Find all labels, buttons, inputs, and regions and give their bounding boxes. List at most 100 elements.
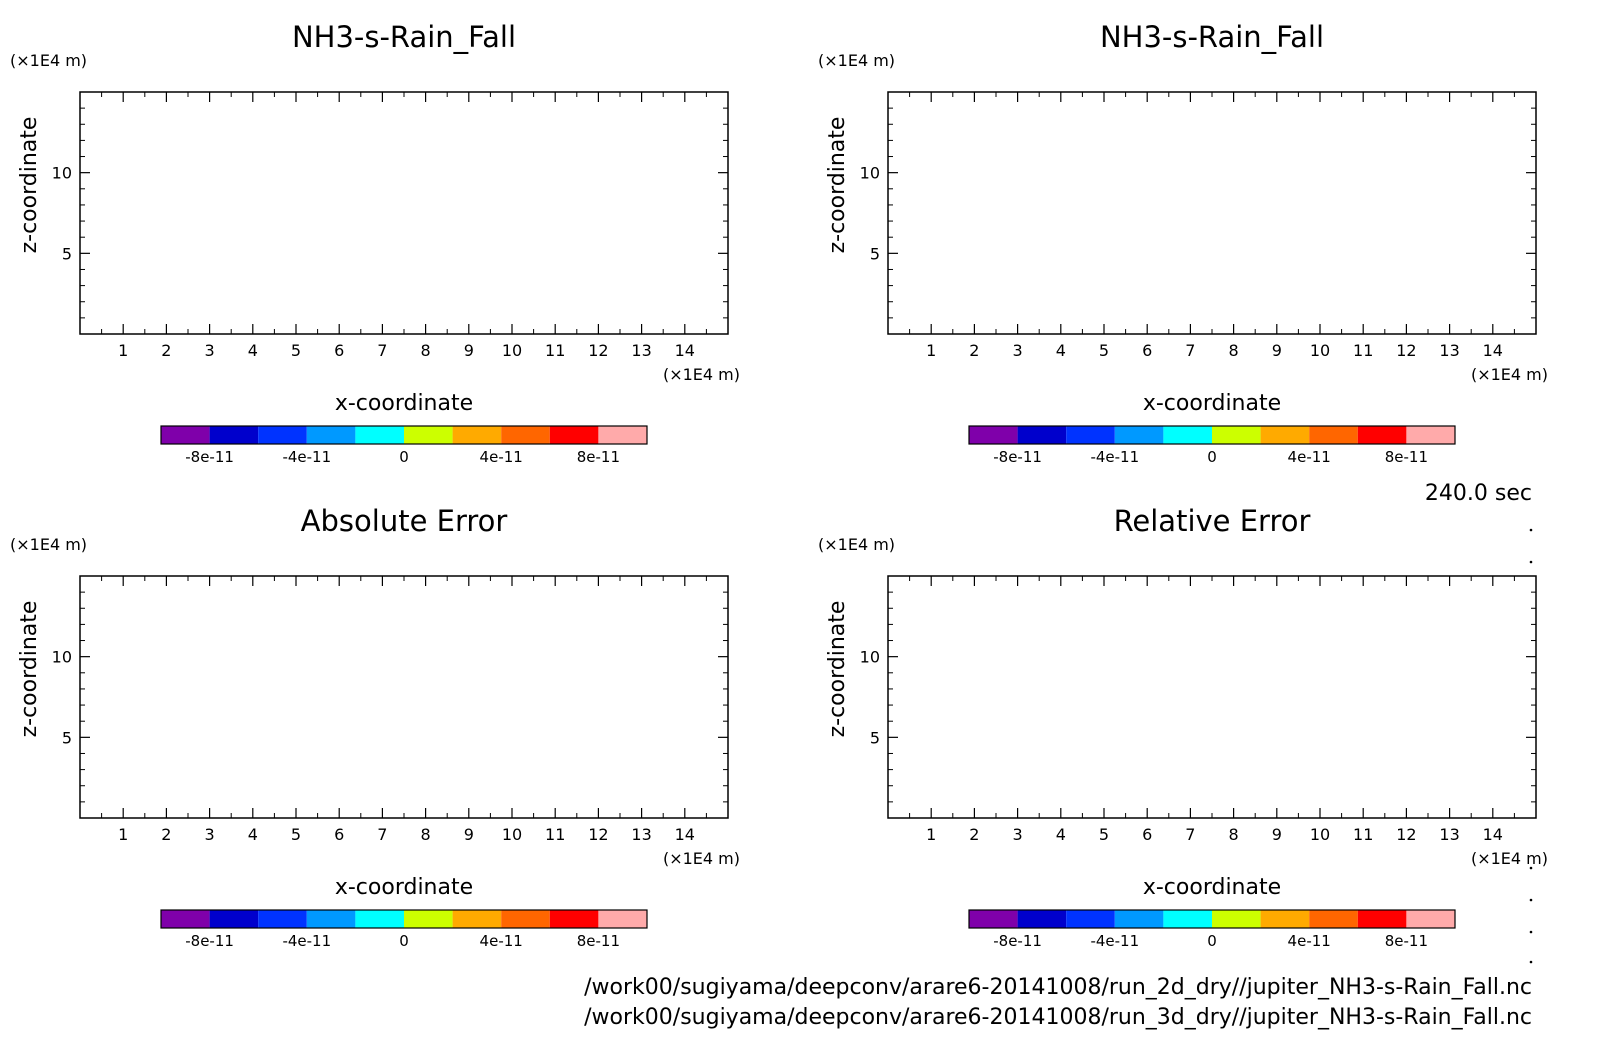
x-tick-label: 1 [118,825,128,844]
colorbar: -8e-11 -4e-11 0 4e-11 8e-11 [968,909,1456,950]
colorbar: -8e-11 -4e-11 0 4e-11 8e-11 [160,425,648,466]
x-unit-label: (×1E4 m) [1471,365,1548,384]
x-unit-label: (×1E4 m) [663,365,740,384]
x-tick-label: 2 [969,341,979,360]
x-tick-label: 10 [1310,825,1330,844]
x-tick-label: 2 [161,341,171,360]
x-tick-label: 14 [1483,341,1503,360]
colorbar-segment [1406,426,1455,444]
colorbar-tick-label: 0 [399,932,409,950]
panel-2: NH3-s-Rain_Fall(×1E4 m)1 2 3 4 5 6 7 8 9 10 11 12 13… [818,20,1548,466]
x-tick-label: 5 [1099,825,1109,844]
colorbar-segment [549,910,599,928]
y-axis-label: z-coordinate [17,601,42,738]
x-tick-label: 9 [1272,825,1282,844]
colorbar-tick-label: 8e-11 [577,932,620,950]
x-tick-label: 10 [502,825,522,844]
x-tick-label: 11 [545,341,565,360]
x-tick-label: 9 [1272,341,1282,360]
x-tick-label: 6 [334,825,344,844]
colorbar: -8e-11 -4e-11 0 4e-11 8e-11 [160,909,648,950]
x-tick-label: 1 [926,341,936,360]
y-axis-label: z-coordinate [17,117,42,254]
colorbar-frame [160,909,648,929]
colorbar-tick-label: 4e-11 [480,932,523,950]
x-axis-label: x-coordinate [335,875,473,900]
x-tick-label: 8 [1229,341,1239,360]
colorbar-segment [1309,910,1358,928]
colorbar-segment [1066,910,1115,928]
colorbar-segment [501,426,550,444]
x-tick-label: 1 [118,341,128,360]
colorbar-segment [404,426,453,444]
colorbar-tick-label: 0 [399,448,409,466]
colorbar-segment [209,910,259,928]
y-tick-label: 5 [870,244,880,263]
x-tick-label: 5 [291,341,301,360]
x-tick-label: 3 [205,825,215,844]
colorbar-segment [1357,426,1407,444]
x-tick-label: 11 [1353,341,1373,360]
x-tick-label: 4 [1056,341,1066,360]
colorbar-segment [452,910,502,928]
colorbar-segment [1309,426,1358,444]
x-tick-label: 6 [334,341,344,360]
y-unit-label: (×1E4 m) [818,535,895,554]
panels: NH3-s-Rain_Fall(×1E4 m)1 2 3 4 5 6 7 8 9 10 11 12 13… [10,20,1548,950]
panel-1: NH3-s-Rain_Fall(×1E4 m)1 2 3 4 5 6 7 8 9 10 11 12 13… [10,20,740,466]
colorbar-segment [549,426,599,444]
x-tick-label: 11 [545,825,565,844]
colorbar-frame [968,425,1456,445]
x-tick-label: 8 [421,341,431,360]
colorbar-segment [258,910,307,928]
colorbar-segment [1260,426,1310,444]
panel-title: NH3-s-Rain_Fall [1100,20,1324,54]
x-tick-label: 9 [464,825,474,844]
colorbar-segment [1114,910,1164,928]
colorbar-tick-label: -4e-11 [282,448,331,466]
panel-title: Absolute Error [301,504,508,538]
x-tick-label: 3 [1013,825,1023,844]
y-tick-label: 5 [870,728,880,747]
time-label: 240.0 sec [1425,481,1532,506]
panel-title: Relative Error [1114,504,1311,538]
colorbar-segment [306,910,356,928]
plot-frame [887,575,1537,819]
x-tick-label: 13 [631,825,651,844]
x-axis-label: x-coordinate [335,391,473,416]
colorbar-tick-label: 0 [1207,448,1217,466]
x-tick-label: 2 [161,825,171,844]
y-tick-label: 5 [62,244,72,263]
colorbar: -8e-11 -4e-11 0 4e-11 8e-11 [968,425,1456,466]
x-tick-label: 5 [1099,341,1109,360]
x-tick-label: 2 [969,825,979,844]
x-tick-label: 14 [675,825,695,844]
colorbar-segment [355,426,404,444]
colorbar-segment [161,426,210,444]
x-tick-label: 8 [421,825,431,844]
colorbar-tick-label: -4e-11 [282,932,331,950]
colorbar-frame [968,909,1456,929]
x-axis-label: x-coordinate [1143,875,1281,900]
x-tick-label: 12 [588,341,608,360]
colorbar-segment [1017,910,1067,928]
colorbar-segment [452,426,502,444]
x-tick-label: 13 [1439,825,1459,844]
plot-frame [887,91,1537,335]
colorbar-segment [1212,910,1261,928]
y-tick-label: 10 [52,164,72,183]
x-tick-label: 1 [926,825,936,844]
colorbar-segment [969,910,1018,928]
x-tick-label: 4 [248,825,258,844]
x-tick-label: 13 [1439,341,1459,360]
y-tick-label: 10 [860,164,880,183]
colorbar-segment [1114,426,1164,444]
y-unit-label: (×1E4 m) [10,51,87,70]
plot-frame [79,91,729,335]
colorbar-segment [306,426,356,444]
x-axis-label: x-coordinate [1143,391,1281,416]
colorbar-tick-label: -8e-11 [993,448,1042,466]
colorbar-tick-label: 0 [1207,932,1217,950]
x-tick-label: 4 [248,341,258,360]
y-unit-label: (×1E4 m) [10,535,87,554]
